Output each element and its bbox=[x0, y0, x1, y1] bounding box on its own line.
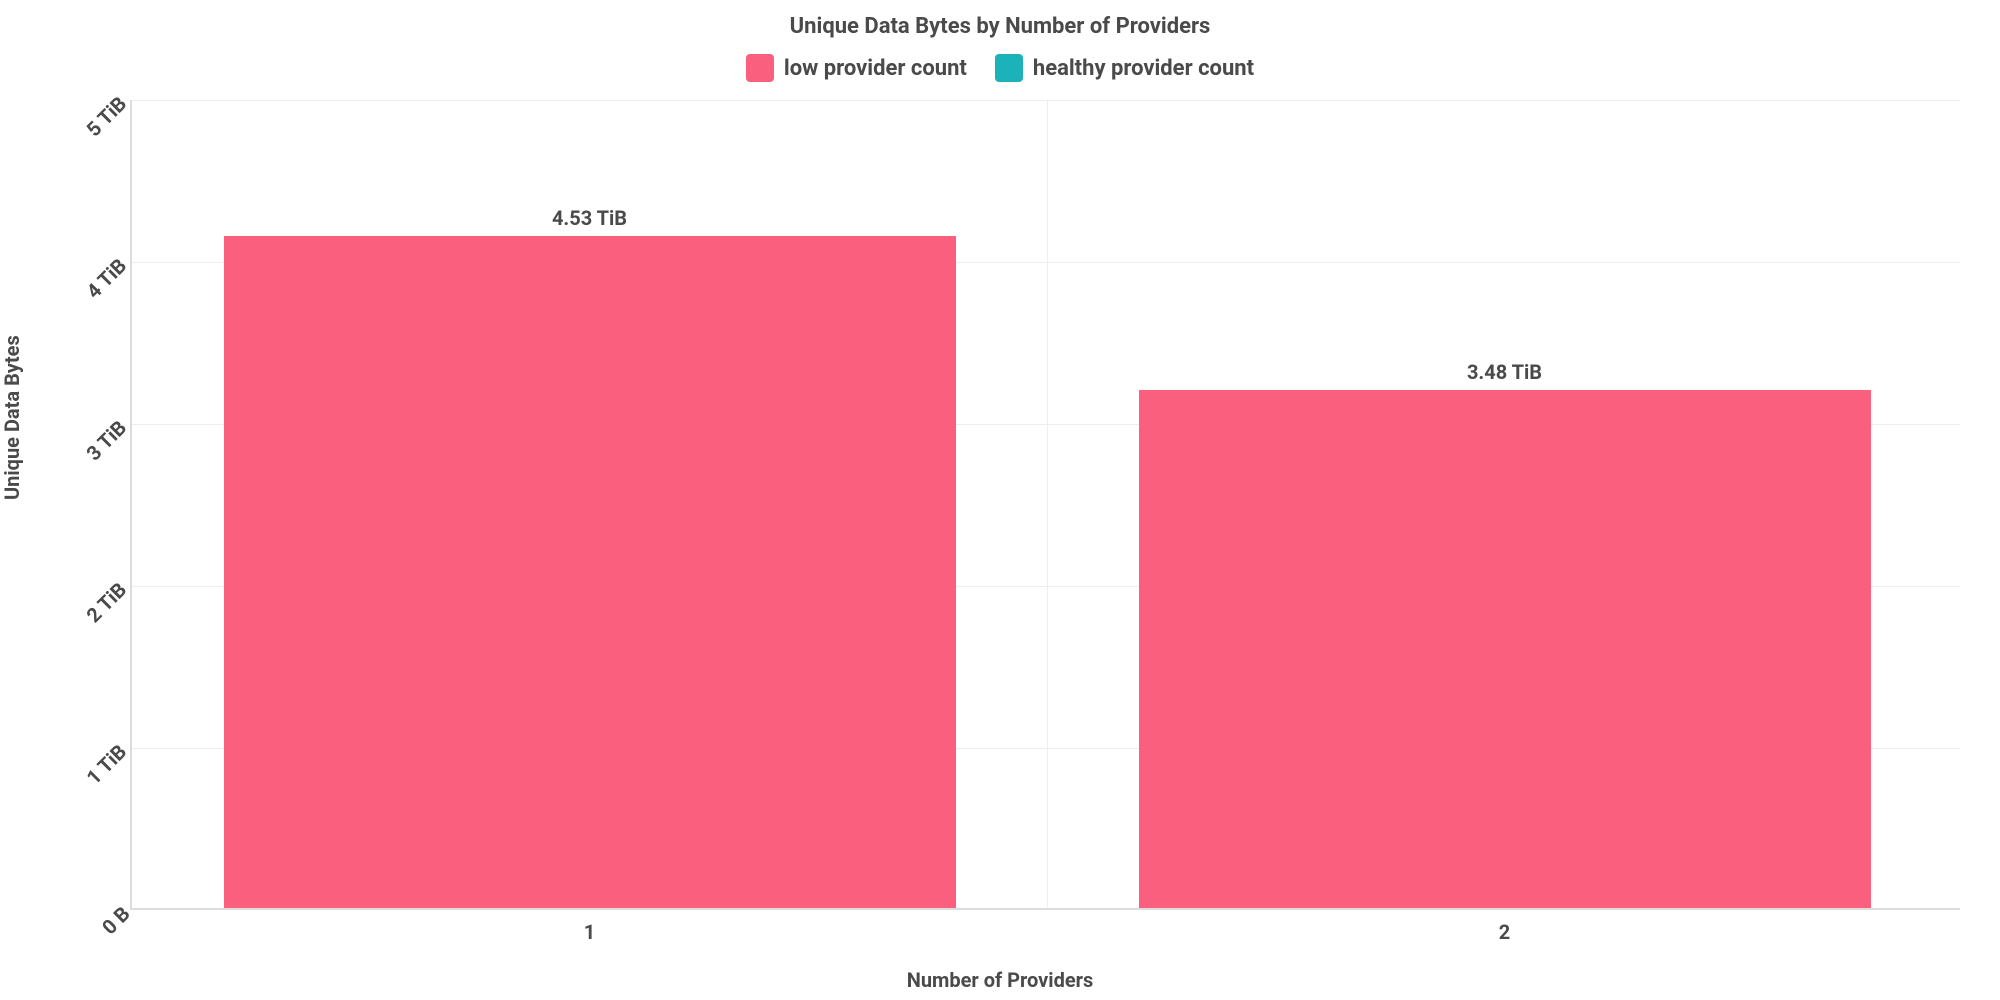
bar bbox=[1139, 390, 1871, 908]
y-axis-title: Unique Data Bytes bbox=[0, 335, 24, 500]
y-tick-label: 4 TiB bbox=[81, 254, 131, 304]
legend-swatch-low bbox=[746, 54, 774, 82]
legend-label-healthy: healthy provider count bbox=[1033, 56, 1254, 81]
grid-line bbox=[132, 100, 1960, 101]
y-tick-label: 0 B bbox=[97, 902, 135, 940]
bar-value-label: 4.53 TiB bbox=[552, 206, 627, 230]
x-axis-title: Number of Providers bbox=[0, 968, 2000, 992]
y-tick-label: 5 TiB bbox=[81, 92, 131, 142]
legend: low provider count healthy provider coun… bbox=[0, 54, 2000, 82]
legend-item-healthy: healthy provider count bbox=[995, 54, 1254, 82]
x-tick-label: 2 bbox=[1499, 920, 1510, 944]
y-tick-label: 2 TiB bbox=[81, 578, 131, 628]
legend-swatch-healthy bbox=[995, 54, 1023, 82]
bar bbox=[224, 236, 956, 908]
y-tick-label: 3 TiB bbox=[81, 416, 131, 466]
chart-title: Unique Data Bytes by Number of Providers bbox=[0, 14, 2000, 39]
legend-label-low: low provider count bbox=[784, 56, 967, 81]
y-tick-label: 1 TiB bbox=[81, 740, 131, 790]
legend-item-low: low provider count bbox=[746, 54, 967, 82]
plot-area: 0 B1 TiB2 TiB3 TiB4 TiB5 TiB124.53 TiB3.… bbox=[130, 100, 1960, 910]
bar-value-label: 3.48 TiB bbox=[1467, 360, 1542, 384]
x-tick-label: 1 bbox=[584, 920, 595, 944]
vgrid-line bbox=[1047, 100, 1048, 908]
chart-container: Unique Data Bytes by Number of Providers… bbox=[0, 0, 2000, 1000]
